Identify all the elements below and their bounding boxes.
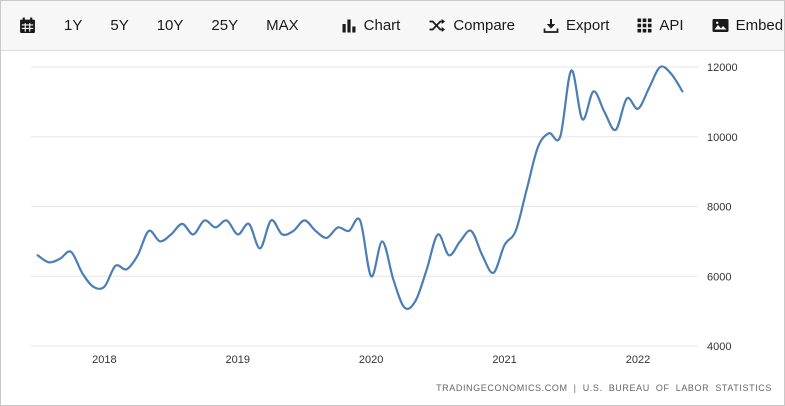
grid-icon xyxy=(637,18,652,33)
chart-area: 4000 6000 8000 10000 12000 2018 2019 2020 2021 20… xyxy=(1,51,784,405)
y-axis-tick-label: 6000 xyxy=(707,271,731,283)
range-button-10y[interactable]: 10Y xyxy=(155,14,186,37)
range-button-5y[interactable]: 5Y xyxy=(108,14,130,37)
x-axis-tick-label: 2020 xyxy=(359,354,383,366)
chart-attribution: TRADINGECONOMICS.COM | U.S. BUREAU OF LA… xyxy=(436,383,772,393)
export-button-label: Export xyxy=(566,17,610,34)
x-axis-tick-label: 2021 xyxy=(492,354,516,366)
calendar-button[interactable] xyxy=(17,13,38,38)
api-button-label: API xyxy=(659,17,684,34)
range-button-max[interactable]: MAX xyxy=(264,14,301,37)
range-button-1y[interactable]: 1Y xyxy=(62,14,84,37)
y-axis-tick-label: 12000 xyxy=(707,62,738,74)
x-axis-tick-label: 2019 xyxy=(226,354,250,366)
chart-toolbar: 1Y 5Y 10Y 25Y MAX Chart xyxy=(1,1,784,51)
api-button[interactable]: API xyxy=(635,14,685,37)
chart-type-button[interactable]: Chart xyxy=(339,14,403,38)
x-axis-tick-label: 2022 xyxy=(626,354,650,366)
compare-button-label: Compare xyxy=(453,17,516,34)
data-series-line xyxy=(36,65,684,310)
y-axis-tick-label: 10000 xyxy=(707,132,738,144)
x-axis-tick-label: 2018 xyxy=(92,354,116,366)
range-button-25y[interactable]: 25Y xyxy=(209,14,240,37)
y-axis-tick-label: 4000 xyxy=(707,341,731,353)
embed-button-label: Embed xyxy=(735,17,784,34)
embed-button[interactable]: Embed xyxy=(710,14,784,37)
download-icon xyxy=(543,18,559,34)
chart-type-button-label: Chart xyxy=(363,17,401,34)
calendar-icon xyxy=(19,17,36,34)
y-axis-tick-label: 8000 xyxy=(707,202,731,214)
export-button[interactable]: Export xyxy=(541,14,611,38)
shuffle-icon xyxy=(428,18,446,33)
line-chart[interactable]: 4000 6000 8000 10000 12000 2018 2019 2020 2021 20… xyxy=(1,51,784,405)
compare-button[interactable]: Compare xyxy=(426,14,517,37)
bar-chart-icon xyxy=(341,18,357,34)
image-icon xyxy=(712,18,729,33)
